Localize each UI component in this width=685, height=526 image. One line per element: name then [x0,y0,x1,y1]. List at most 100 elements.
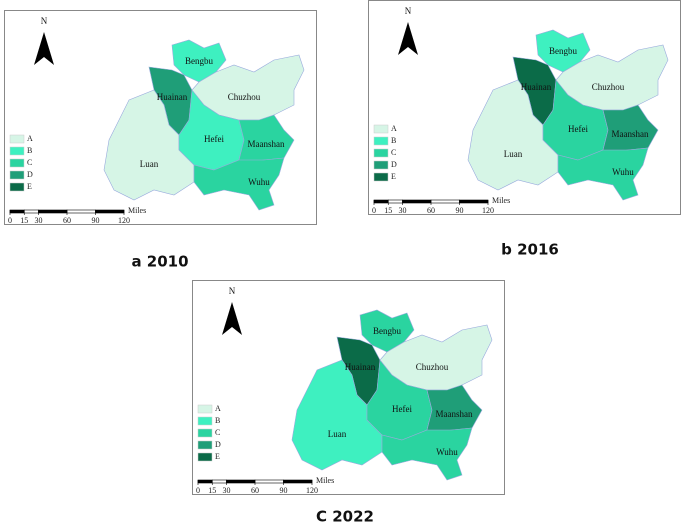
legend-label: B [27,146,32,155]
region [467,79,559,191]
region [535,29,591,73]
region-label: Hefei [568,124,588,134]
region-label: Wuhu [612,167,634,177]
region [171,39,227,83]
region-label: Hefei [204,134,224,144]
scale-label: 30 [399,206,407,215]
legend-swatch [373,124,389,134]
scale-segment [9,209,25,214]
scale-label: 0 [8,216,12,225]
scale-segment [459,199,489,204]
scale-segment [23,209,39,214]
scale-label: 15 [208,486,216,495]
scale-segment [226,479,256,484]
legend-label: E [391,172,396,181]
region-label: Maanshan [612,129,649,139]
region-label: Wuhu [248,177,270,187]
legend-swatch [9,134,25,144]
legend-swatch [373,160,389,170]
legend-swatch [197,404,213,414]
legend-swatch [373,172,389,182]
legend-swatch [197,416,213,426]
scale-label: 120 [306,486,318,495]
north-arrow [398,22,408,55]
caption: a 2010 [131,253,188,271]
scale-unit: Miles [316,476,334,485]
north-arrow [34,32,44,65]
legend-swatch [197,452,213,462]
scale-label: 60 [63,216,71,225]
legend-swatch [197,440,213,450]
legend-swatch [9,146,25,156]
map: Bengbu Huainan Chuzhou Luan Hefei Maanshan Wuh… [368,0,681,215]
legend-label: D [391,160,397,169]
north-arrow [44,32,54,65]
scale-label: 30 [223,486,231,495]
legend-label: E [27,182,32,191]
region-label: Hefei [392,404,412,414]
map: Bengbu Huainan Chuzhou Luan Hefei Maanshan Wuh… [192,280,505,495]
scale-segment [66,209,96,214]
legend-swatch [9,158,25,168]
north-arrow [222,302,232,335]
legend-label: A [215,404,221,413]
legend-swatch [197,428,213,438]
region-label: Chuzhou [228,92,261,102]
legend-label: B [391,136,396,145]
legend-label: A [27,134,33,143]
north-label: N [41,16,48,26]
scale-label: 15 [384,206,392,215]
scale-label: 0 [372,206,376,215]
region-label: Bengbu [185,56,213,66]
legend-label: A [391,124,397,133]
caption: C 2022 [316,508,374,526]
legend-label: C [27,158,32,167]
scale-segment [38,209,68,214]
region-label: Wuhu [436,447,458,457]
region-label: Bengbu [373,326,401,336]
region [103,89,195,201]
scale-label: 30 [35,216,43,225]
legend-label: E [215,452,220,461]
north-label: N [405,6,412,16]
scale-unit: Miles [128,206,146,215]
region-label: Bengbu [549,46,577,56]
region-label: Maanshan [436,409,473,419]
region [381,427,473,481]
region-label: Luan [140,159,159,169]
scale-segment [430,199,460,204]
scale-label: 60 [427,206,435,215]
region-label: Luan [504,149,523,159]
north-arrow [232,302,242,335]
scale-segment [387,199,403,204]
legend-label: B [215,416,220,425]
scale-segment [254,479,284,484]
scale-label: 120 [482,206,494,215]
scale-label: 60 [251,486,259,495]
region [193,157,285,211]
region-label: Huainan [345,362,376,372]
scale-label: 0 [196,486,200,495]
scale-segment [402,199,432,204]
legend-label: C [391,148,396,157]
scale-segment [373,199,389,204]
scale-unit: Miles [492,196,510,205]
region-label: Huainan [521,82,552,92]
legend-swatch [9,170,25,180]
legend-label: D [27,170,33,179]
region [359,309,415,353]
legend-label: C [215,428,220,437]
legend-label: D [215,440,221,449]
region-label: Chuzhou [416,362,449,372]
scale-label: 90 [280,486,288,495]
legend-swatch [373,148,389,158]
region-label: Chuzhou [592,82,625,92]
north-label: N [229,286,236,296]
map: Bengbu Huainan Chuzhou Luan Hefei Maanshan Wuh… [4,10,317,225]
scale-segment [211,479,227,484]
north-arrow [408,22,418,55]
scale-label: 15 [20,216,28,225]
region-label: Luan [328,429,347,439]
region [557,147,649,201]
